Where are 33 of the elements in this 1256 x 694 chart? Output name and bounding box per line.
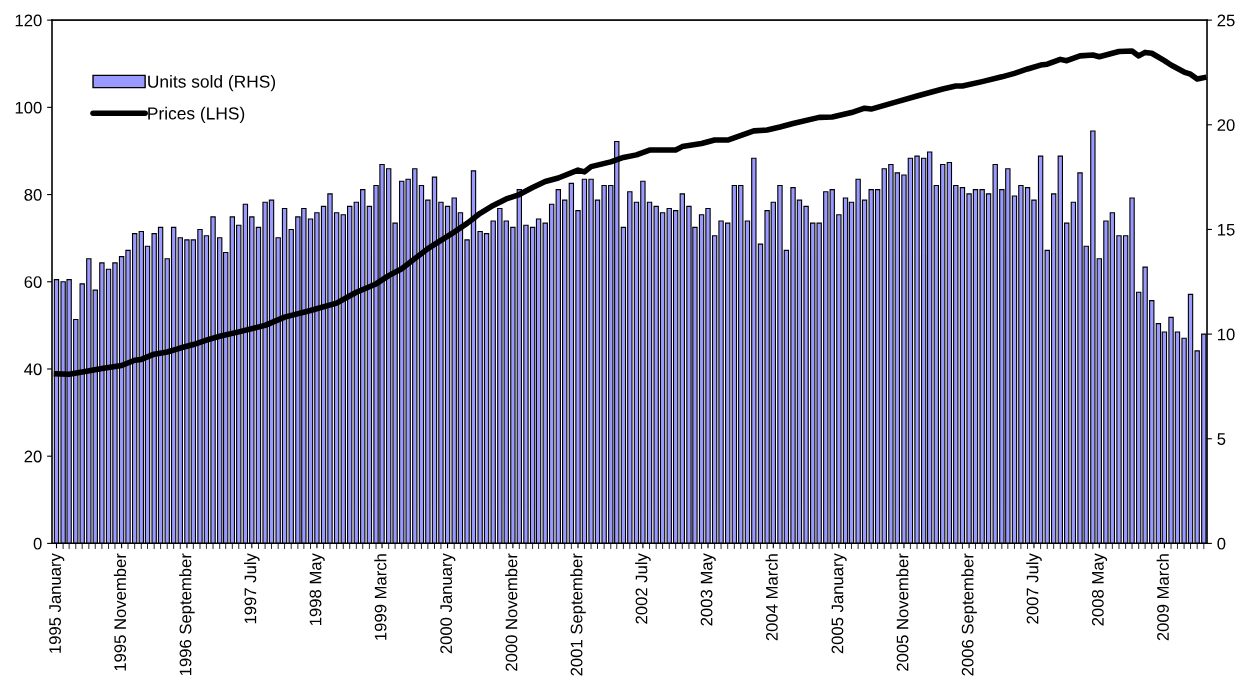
x-tick-label: 1995 November <box>113 553 127 671</box>
x-tick-label: 1999 March <box>374 554 387 640</box>
x-tick-label: 1996 September <box>179 553 195 676</box>
x-tick-label: 1995 January <box>49 553 65 653</box>
y2-tick-label: 25 <box>1217 14 1235 27</box>
x-tick-label: 2007 July <box>1026 553 1042 624</box>
y2-tick-label: 5 <box>1217 433 1226 445</box>
y-tick-label: 20 <box>24 450 42 463</box>
x-tick-label: 2003 May <box>700 553 716 626</box>
x-tick-label: 2008 May <box>1091 553 1108 626</box>
x-tick-label: 2002 July <box>635 553 651 624</box>
y2-tick-label: 15 <box>1218 224 1235 236</box>
y-tick-label: 0 <box>33 537 42 550</box>
y-tick-label: 40 <box>24 363 42 376</box>
y2-tick-label: 20 <box>1217 119 1235 131</box>
y-tick-label: 120 <box>15 14 42 27</box>
x-tick-label: 2000 November <box>505 553 518 671</box>
x-tick-label: 2000 January <box>440 553 456 654</box>
legend-label: Prices (LHS) <box>148 106 245 123</box>
x-tick-label: 2005 January <box>831 553 847 654</box>
x-tick-label: 2009 March <box>1156 554 1169 641</box>
x-tick-label: 1998 May <box>309 553 325 626</box>
y2-tick-label: 10 <box>1218 328 1235 341</box>
y2-tick-label: 0 <box>1217 537 1226 550</box>
x-tick-label: 2004 March <box>765 554 778 641</box>
x-tick-label: 1997 July <box>244 553 260 624</box>
y-tick-label: 60 <box>24 276 42 288</box>
legend-label: Units sold (RHS) <box>148 75 276 92</box>
x-tick-label: 2001 September <box>570 553 586 676</box>
x-tick-label: 2005 November <box>896 553 909 671</box>
y-tick-label: 80 <box>24 188 42 201</box>
y-tick-label: 100 <box>15 101 42 114</box>
x-tick-label: 2006 September <box>961 553 977 676</box>
